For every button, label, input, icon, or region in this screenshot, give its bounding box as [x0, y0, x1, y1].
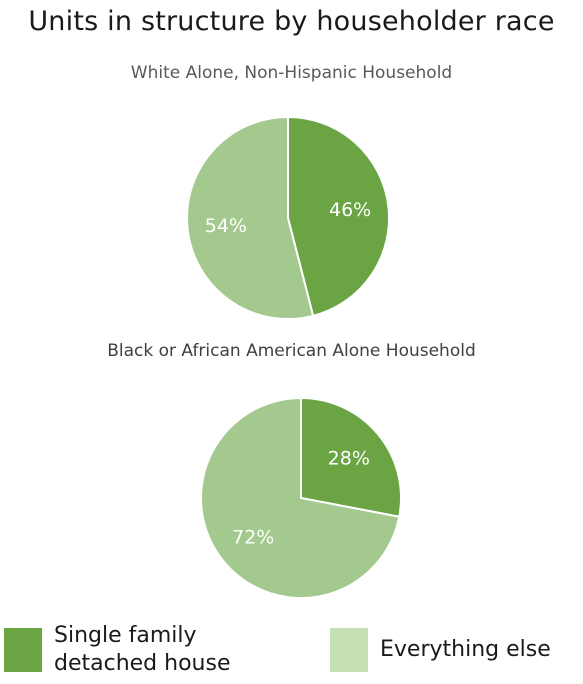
pie-black-slice-0	[300, 396, 402, 518]
pie-subtitle-white: White Alone, Non-Hispanic Household	[130, 63, 453, 83]
legend-item-single-family: Single family detached house	[4, 622, 284, 678]
pie-white-slice-1	[186, 115, 315, 320]
legend-label-everything-else: Everything else	[380, 637, 551, 662]
pie-black-slice-1	[200, 396, 401, 599]
pie-white-data-label-0: 46%	[329, 199, 371, 221]
pie-chart-black: 28% 72%	[200, 396, 402, 599]
chart-title: Units in structure by householder race	[28, 6, 555, 37]
pie-black-data-label-0: 28%	[328, 447, 370, 469]
legend-label-single-family: Single family detached house	[54, 623, 231, 676]
pie-chart-white: 46% 54%	[186, 115, 390, 320]
legend-swatch-single-family	[4, 628, 42, 672]
legend-item-everything-else: Everything else	[330, 622, 580, 678]
pie-white-slice-0	[287, 115, 390, 318]
pie-white-data-label-1: 54%	[205, 215, 247, 237]
pie-subtitle-black: Black or African American Alone Househol…	[107, 341, 476, 361]
pie-black-data-label-1: 72%	[232, 527, 274, 549]
legend-swatch-everything-else	[330, 628, 368, 672]
